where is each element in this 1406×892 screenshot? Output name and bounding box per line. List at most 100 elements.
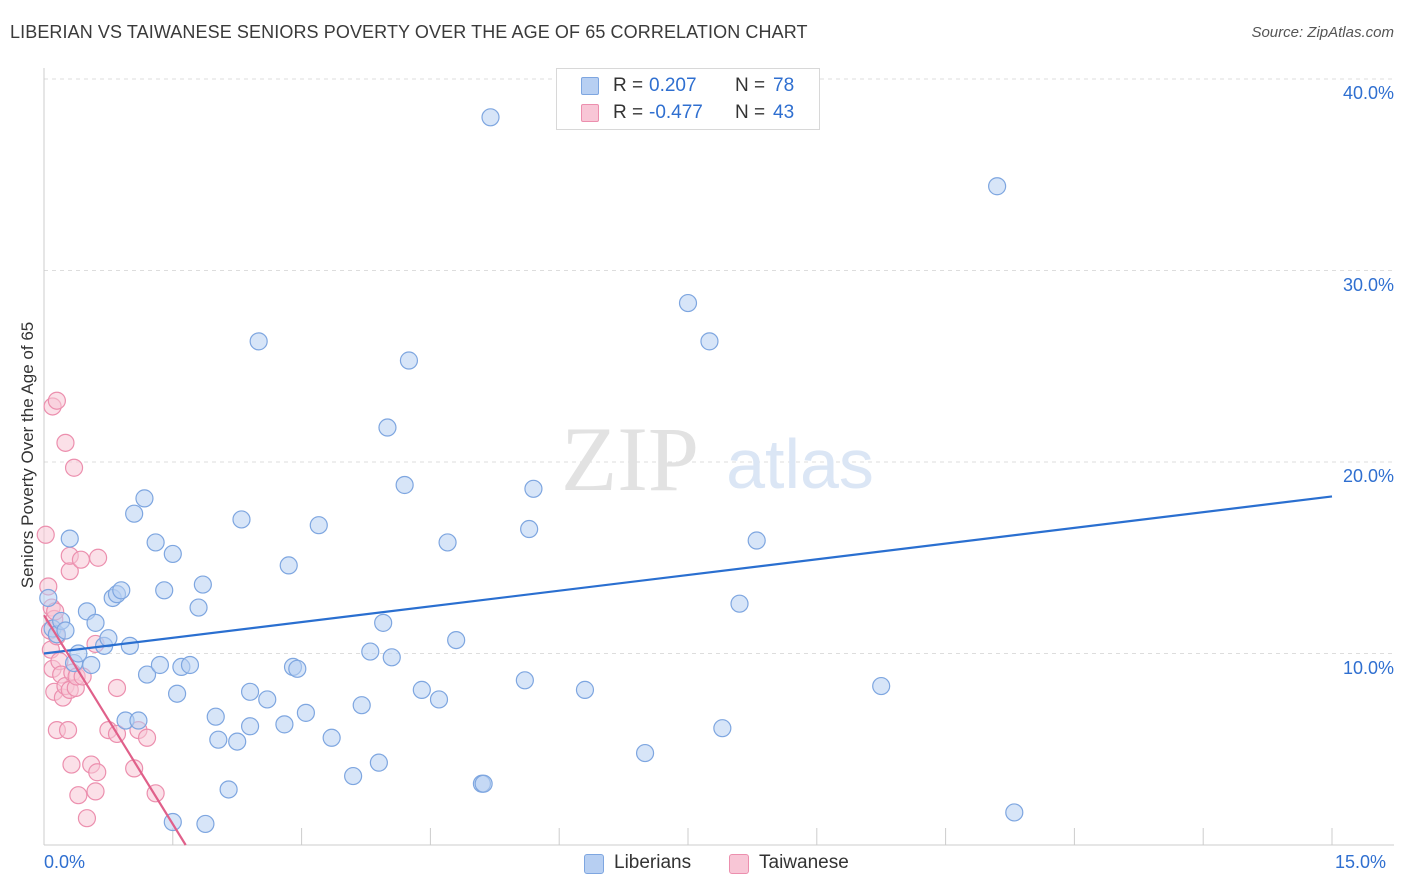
liberian-point <box>399 351 419 370</box>
taiwanese-point <box>69 786 88 805</box>
liberian-points <box>39 108 1024 834</box>
liberian-point <box>279 556 298 575</box>
liberian-point <box>120 636 139 655</box>
liberian-point <box>240 717 260 736</box>
liberian-point <box>125 504 144 523</box>
liberian-point <box>382 648 401 667</box>
y-tick-label: 40.0% <box>1342 83 1394 103</box>
x-tick-label-min: 0.0% <box>44 852 86 872</box>
liberian-point <box>575 680 595 699</box>
taiwanese-point <box>47 391 66 410</box>
legend-r-label: R = <box>613 102 644 123</box>
liberian-point <box>249 332 268 351</box>
liberian-point <box>275 715 294 734</box>
liberian-point <box>515 671 534 690</box>
chart-title: LIBERIAN VS TAIWANESE SENIORS POVERTY OV… <box>10 22 808 42</box>
liberian-point <box>700 332 719 351</box>
legend-r-value: -0.477 <box>649 102 703 123</box>
legend-n-label: N = <box>735 75 766 96</box>
liberian-point <box>635 743 655 763</box>
liberian-point <box>146 533 165 552</box>
bottom-legend-label: Liberians <box>614 852 692 873</box>
taiwanese-point <box>36 525 55 544</box>
taiwanese-point <box>88 763 107 782</box>
bottom-legend-swatch-blue <box>584 854 604 874</box>
liberian-point <box>155 581 174 600</box>
grid-layer <box>44 78 1394 654</box>
liberian-point <box>180 655 200 675</box>
liberian-point <box>412 680 431 699</box>
taiwanese-trend-line <box>43 614 187 846</box>
liberian-point <box>56 621 75 640</box>
liberian-point <box>163 544 182 564</box>
liberian-point <box>730 594 749 613</box>
liberian-point <box>137 665 157 684</box>
liberian-point <box>369 753 388 772</box>
trend-lines <box>43 495 1333 846</box>
watermark: ZIP atlas <box>561 408 874 510</box>
taiwanese-point <box>88 548 108 567</box>
liberian-trend-line <box>43 495 1333 655</box>
liberian-point <box>520 519 539 539</box>
y-tick-label: 10.0% <box>1342 657 1394 678</box>
liberian-point <box>429 690 449 709</box>
liberian-point <box>872 676 891 696</box>
liberian-point <box>60 529 79 548</box>
y-tick-label: 30.0% <box>1342 274 1394 295</box>
liberian-point <box>296 703 315 722</box>
legend-n-value: 43 <box>773 102 795 123</box>
correlation-legend: R = 0.207 N = 78 R = -0.477 N = 43 <box>556 68 820 130</box>
source-label: Source: ZipAtlas.com <box>1251 24 1394 41</box>
liberian-point <box>189 598 208 617</box>
liberian-point <box>219 780 238 799</box>
liberian-point <box>288 659 307 678</box>
watermark-atlas: atlas <box>726 425 874 503</box>
bottom-legend-label: Taiwanese <box>759 852 849 873</box>
liberian-point <box>481 108 500 127</box>
legend-n-value: 78 <box>773 75 795 96</box>
liberian-point <box>39 588 58 608</box>
liberian-point <box>135 489 154 508</box>
taiwanese-point <box>137 728 157 747</box>
liberian-point <box>322 728 341 747</box>
liberian-point <box>344 766 363 786</box>
liberian-point <box>209 730 228 749</box>
taiwanese-point <box>58 720 78 740</box>
legend-swatch-blue <box>581 77 599 95</box>
y-tick-label: 20.0% <box>1342 466 1394 486</box>
taiwanese-point <box>64 458 84 477</box>
taiwanese-point <box>62 755 81 774</box>
liberian-point <box>1005 803 1024 822</box>
liberian-point <box>474 774 493 793</box>
legend-r-label: R = <box>613 75 644 96</box>
taiwanese-point <box>77 809 97 828</box>
liberian-point <box>112 581 131 600</box>
liberian-point <box>988 177 1007 196</box>
liberian-point <box>196 814 215 834</box>
liberian-point <box>352 696 371 715</box>
y-axis-label: Seniors Poverty Over the Age of 65 <box>18 321 37 589</box>
taiwanese-point <box>86 782 105 801</box>
liberian-point <box>129 711 148 730</box>
liberian-point <box>309 516 328 535</box>
liberian-point <box>747 531 766 550</box>
legend-n-label: N = <box>735 102 766 123</box>
liberian-point <box>713 719 732 738</box>
x-tick-label-max: 15.0% <box>1335 852 1387 872</box>
liberian-point <box>438 533 457 552</box>
liberian-point <box>361 642 380 661</box>
taiwanese-point <box>71 550 91 569</box>
liberian-point <box>86 613 105 632</box>
taiwanese-point <box>107 678 127 698</box>
liberian-point <box>524 479 543 498</box>
liberian-point <box>447 630 466 650</box>
liberian-point <box>240 682 260 701</box>
taiwanese-points <box>36 391 165 828</box>
liberian-point <box>206 707 225 726</box>
legend-r-value: 0.207 <box>649 75 697 96</box>
legend-swatch-pink <box>581 104 599 122</box>
liberian-point <box>258 690 277 709</box>
bottom-legend-swatch-pink <box>729 854 749 874</box>
taiwanese-point <box>56 433 75 452</box>
